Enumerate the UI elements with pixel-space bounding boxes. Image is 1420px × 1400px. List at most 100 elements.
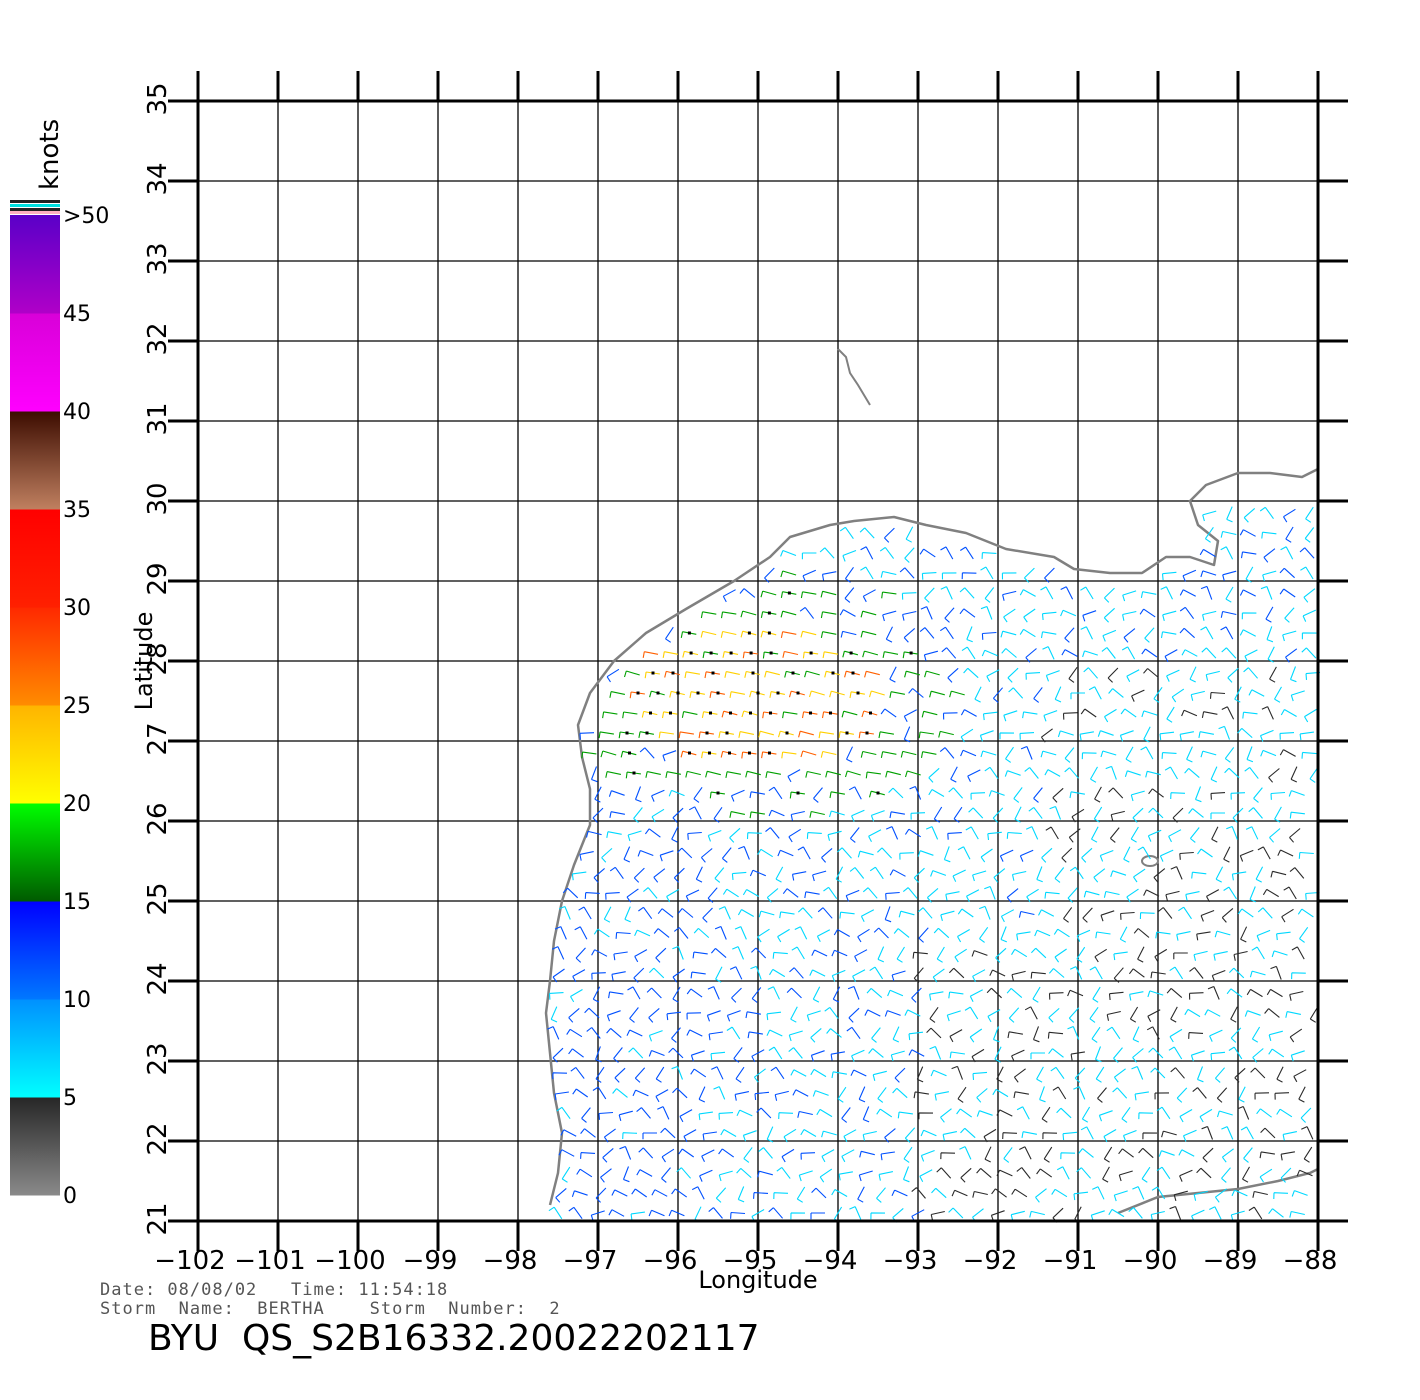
wind-barb xyxy=(609,866,624,880)
wind-barb xyxy=(1249,886,1257,903)
rain-flag-dot xyxy=(671,671,675,675)
wind-barb xyxy=(1030,971,1046,979)
wind-barb xyxy=(987,831,1002,841)
wind-barb xyxy=(1048,1007,1060,1023)
wind-barb xyxy=(904,670,920,678)
wind-barb xyxy=(1108,688,1124,698)
wind-barb xyxy=(881,591,897,599)
wind-barb xyxy=(974,686,982,703)
wind-barb xyxy=(708,1207,723,1219)
wind-barb xyxy=(720,630,737,638)
wind-barb xyxy=(1068,1007,1080,1023)
wind-barb xyxy=(1113,951,1128,961)
wind-barb xyxy=(1303,1146,1313,1163)
wind-barb xyxy=(561,1166,571,1183)
wind-barb xyxy=(862,1106,870,1123)
wind-barb xyxy=(714,925,727,940)
colorbar-label: 0 xyxy=(63,1184,77,1209)
wind-barb xyxy=(1233,950,1248,961)
wind-barb xyxy=(1060,586,1074,600)
wind-barb xyxy=(1045,826,1059,840)
wind-barb xyxy=(592,986,601,1003)
lat-tick-label: 30 xyxy=(143,482,173,515)
wind-barb xyxy=(570,1066,585,1079)
wind-barb xyxy=(948,787,964,799)
wind-barb xyxy=(1189,827,1200,843)
wind-barb xyxy=(1094,786,1102,803)
wind-barb xyxy=(1201,711,1218,719)
colorbar-bin xyxy=(10,313,60,412)
wind-barb xyxy=(940,910,955,922)
wind-barb xyxy=(1125,746,1134,763)
wind-barb xyxy=(548,992,564,1000)
wind-barb xyxy=(600,1168,612,1183)
wind-barb xyxy=(909,785,922,800)
wind-barb xyxy=(1288,790,1305,797)
wind-barb xyxy=(928,767,940,783)
colorbar-label: 20 xyxy=(63,792,91,817)
wind-barb xyxy=(1168,829,1182,843)
wind-barb xyxy=(693,786,703,803)
wind-barb xyxy=(1030,1052,1045,1060)
wind-barb xyxy=(1251,946,1265,960)
wind-barb xyxy=(1239,849,1254,862)
wind-barb xyxy=(611,971,626,981)
wind-barb xyxy=(665,771,682,779)
wind-barb xyxy=(706,1010,721,1022)
wind-barb xyxy=(1181,709,1198,717)
wind-barb xyxy=(591,949,608,957)
wind-barb xyxy=(1216,1110,1233,1118)
wind-barb xyxy=(729,811,746,818)
wind-barb xyxy=(730,789,745,802)
wind-barb xyxy=(859,1150,875,1158)
wind-barb xyxy=(594,786,602,803)
wind-barb xyxy=(592,807,604,823)
wind-barb xyxy=(782,650,799,658)
wind-barb xyxy=(758,730,774,738)
wind-barb xyxy=(876,1187,886,1203)
wind-barb xyxy=(702,1131,717,1141)
lat-tick-label: 27 xyxy=(143,722,173,755)
wind-barb xyxy=(666,1011,682,1021)
wind-barb xyxy=(884,1010,901,1017)
wind-barb xyxy=(1070,692,1085,700)
rain-flag-dot xyxy=(705,731,709,735)
wind-barb xyxy=(1179,627,1195,639)
wind-barb xyxy=(572,1088,589,1098)
wind-barb xyxy=(645,771,661,778)
wind-barb xyxy=(1273,1192,1289,1200)
lat-lon-grid xyxy=(197,100,1319,1222)
rain-flag-dot xyxy=(716,691,720,695)
colorbar-label: 30 xyxy=(63,596,91,621)
wind-barb xyxy=(804,670,820,678)
coastline-yucatan xyxy=(1117,1167,1319,1215)
rain-flag-dot xyxy=(751,671,755,675)
wind-barb xyxy=(1176,1087,1188,1103)
wind-barb xyxy=(841,710,858,718)
wind-barb xyxy=(1305,506,1314,523)
wind-barb xyxy=(1213,951,1228,961)
wind-barb xyxy=(608,790,625,797)
wind-barb xyxy=(555,1187,567,1203)
wind-barb xyxy=(1108,787,1124,799)
wind-barb xyxy=(1200,585,1213,600)
lon-tick-label: −102 xyxy=(154,1246,225,1276)
wind-barb xyxy=(1246,746,1254,763)
wind-barb xyxy=(685,889,700,902)
wind-barb xyxy=(1190,690,1205,701)
wind-barb xyxy=(1300,1107,1312,1123)
wind-barb xyxy=(729,827,741,843)
wind-barb xyxy=(1257,907,1273,919)
wind-barb xyxy=(957,929,970,943)
wind-barb xyxy=(1019,849,1034,862)
wind-barb xyxy=(718,906,731,920)
wind-barb xyxy=(860,566,874,580)
wind-barb xyxy=(797,1110,813,1118)
wind-barb xyxy=(726,1010,741,1022)
wind-barb xyxy=(1166,987,1183,999)
wind-barb xyxy=(1285,1011,1302,1018)
rain-flag-dot xyxy=(636,691,640,695)
wind-barb xyxy=(688,806,702,820)
wind-barb xyxy=(1259,729,1274,742)
wind-barb xyxy=(1197,848,1213,858)
